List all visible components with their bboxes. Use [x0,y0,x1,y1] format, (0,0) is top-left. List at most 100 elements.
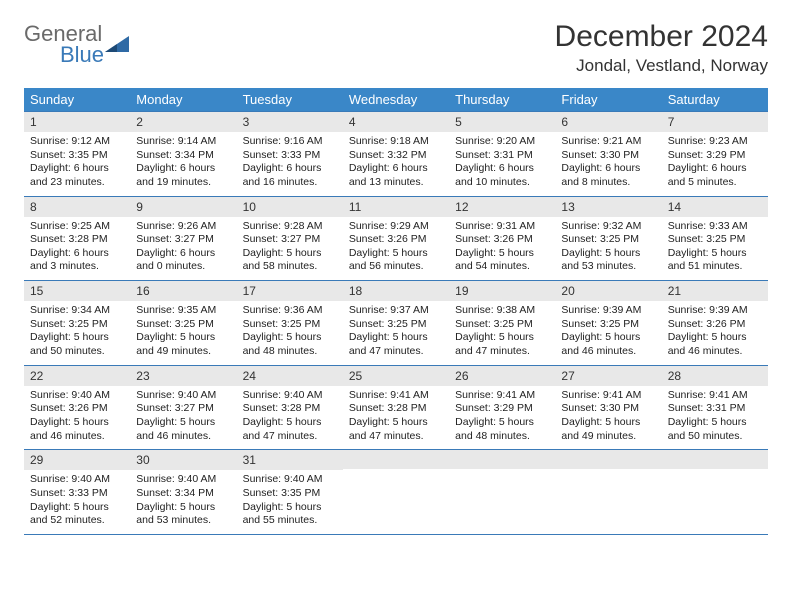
sunrise-line: Sunrise: 9:40 AM [136,389,230,403]
day-number: 30 [130,450,236,470]
day-number [449,450,555,469]
day-cell: 22Sunrise: 9:40 AMSunset: 3:26 PMDayligh… [24,366,130,450]
day-body: Sunrise: 9:37 AMSunset: 3:25 PMDaylight:… [343,301,449,365]
weekday-header-cell: Tuesday [237,88,343,111]
day-cell: 3Sunrise: 9:16 AMSunset: 3:33 PMDaylight… [237,112,343,196]
weekday-header-cell: Monday [130,88,236,111]
sunrise-line: Sunrise: 9:12 AM [30,135,124,149]
day-cell: 27Sunrise: 9:41 AMSunset: 3:30 PMDayligh… [555,366,661,450]
daylight-line: Daylight: 5 hours and 50 minutes. [30,331,124,358]
day-cell: 20Sunrise: 9:39 AMSunset: 3:25 PMDayligh… [555,281,661,365]
sunrise-line: Sunrise: 9:39 AM [668,304,762,318]
day-body: Sunrise: 9:16 AMSunset: 3:33 PMDaylight:… [237,132,343,196]
day-number: 25 [343,366,449,386]
sunset-line: Sunset: 3:31 PM [668,402,762,416]
daylight-line: Daylight: 5 hours and 53 minutes. [136,501,230,528]
day-cell: 26Sunrise: 9:41 AMSunset: 3:29 PMDayligh… [449,366,555,450]
day-number: 14 [662,197,768,217]
day-number: 20 [555,281,661,301]
sunrise-line: Sunrise: 9:34 AM [30,304,124,318]
logo: General Blue [24,20,131,66]
daylight-line: Daylight: 5 hours and 46 minutes. [668,331,762,358]
sunset-line: Sunset: 3:28 PM [243,402,337,416]
day-cell [449,450,555,534]
sunrise-line: Sunrise: 9:38 AM [455,304,549,318]
sunset-line: Sunset: 3:27 PM [136,233,230,247]
sunset-line: Sunset: 3:34 PM [136,487,230,501]
daylight-line: Daylight: 5 hours and 47 minutes. [349,331,443,358]
sunset-line: Sunset: 3:25 PM [349,318,443,332]
weekday-header-cell: Saturday [662,88,768,111]
sunrise-line: Sunrise: 9:41 AM [455,389,549,403]
day-body: Sunrise: 9:40 AMSunset: 3:33 PMDaylight:… [24,470,130,534]
sunset-line: Sunset: 3:29 PM [668,149,762,163]
day-body [555,469,661,533]
day-cell: 30Sunrise: 9:40 AMSunset: 3:34 PMDayligh… [130,450,236,534]
sunrise-line: Sunrise: 9:41 AM [561,389,655,403]
day-number: 16 [130,281,236,301]
week-row: 22Sunrise: 9:40 AMSunset: 3:26 PMDayligh… [24,366,768,451]
day-number: 9 [130,197,236,217]
daylight-line: Daylight: 5 hours and 56 minutes. [349,247,443,274]
day-cell: 12Sunrise: 9:31 AMSunset: 3:26 PMDayligh… [449,197,555,281]
day-cell: 29Sunrise: 9:40 AMSunset: 3:33 PMDayligh… [24,450,130,534]
day-number: 21 [662,281,768,301]
daylight-line: Daylight: 6 hours and 0 minutes. [136,247,230,274]
sunrise-line: Sunrise: 9:41 AM [668,389,762,403]
daylight-line: Daylight: 5 hours and 48 minutes. [243,331,337,358]
sunrise-line: Sunrise: 9:16 AM [243,135,337,149]
day-number: 28 [662,366,768,386]
weekday-header-cell: Wednesday [343,88,449,111]
sunset-line: Sunset: 3:25 PM [136,318,230,332]
daylight-line: Daylight: 5 hours and 58 minutes. [243,247,337,274]
day-body: Sunrise: 9:41 AMSunset: 3:31 PMDaylight:… [662,386,768,450]
day-cell: 15Sunrise: 9:34 AMSunset: 3:25 PMDayligh… [24,281,130,365]
daylight-line: Daylight: 6 hours and 23 minutes. [30,162,124,189]
calendar-page: General Blue December 2024 Jondal, Vestl… [0,0,792,555]
day-cell: 13Sunrise: 9:32 AMSunset: 3:25 PMDayligh… [555,197,661,281]
sunrise-line: Sunrise: 9:35 AM [136,304,230,318]
day-body: Sunrise: 9:41 AMSunset: 3:28 PMDaylight:… [343,386,449,450]
weekday-header-cell: Sunday [24,88,130,111]
sunrise-line: Sunrise: 9:29 AM [349,220,443,234]
day-cell: 14Sunrise: 9:33 AMSunset: 3:25 PMDayligh… [662,197,768,281]
sunrise-line: Sunrise: 9:40 AM [30,389,124,403]
day-number: 2 [130,112,236,132]
day-cell: 31Sunrise: 9:40 AMSunset: 3:35 PMDayligh… [237,450,343,534]
day-body [662,469,768,533]
daylight-line: Daylight: 6 hours and 5 minutes. [668,162,762,189]
daylight-line: Daylight: 5 hours and 52 minutes. [30,501,124,528]
logo-word-blue: Blue [24,45,104,66]
daylight-line: Daylight: 6 hours and 8 minutes. [561,162,655,189]
week-row: 1Sunrise: 9:12 AMSunset: 3:35 PMDaylight… [24,111,768,197]
title-block: December 2024 Jondal, Vestland, Norway [555,20,768,76]
day-cell: 11Sunrise: 9:29 AMSunset: 3:26 PMDayligh… [343,197,449,281]
sunset-line: Sunset: 3:25 PM [561,233,655,247]
day-cell: 21Sunrise: 9:39 AMSunset: 3:26 PMDayligh… [662,281,768,365]
day-number: 7 [662,112,768,132]
sunrise-line: Sunrise: 9:26 AM [136,220,230,234]
month-title: December 2024 [555,20,768,54]
sunset-line: Sunset: 3:35 PM [30,149,124,163]
day-body: Sunrise: 9:31 AMSunset: 3:26 PMDaylight:… [449,217,555,281]
sunset-line: Sunset: 3:28 PM [349,402,443,416]
day-cell: 25Sunrise: 9:41 AMSunset: 3:28 PMDayligh… [343,366,449,450]
day-cell: 5Sunrise: 9:20 AMSunset: 3:31 PMDaylight… [449,112,555,196]
day-body: Sunrise: 9:20 AMSunset: 3:31 PMDaylight:… [449,132,555,196]
daylight-line: Daylight: 5 hours and 55 minutes. [243,501,337,528]
sunset-line: Sunset: 3:31 PM [455,149,549,163]
sunset-line: Sunset: 3:25 PM [30,318,124,332]
sunset-line: Sunset: 3:26 PM [30,402,124,416]
logo-triangle-icon [105,32,131,59]
day-number: 24 [237,366,343,386]
day-cell: 4Sunrise: 9:18 AMSunset: 3:32 PMDaylight… [343,112,449,196]
day-cell: 28Sunrise: 9:41 AMSunset: 3:31 PMDayligh… [662,366,768,450]
day-cell: 24Sunrise: 9:40 AMSunset: 3:28 PMDayligh… [237,366,343,450]
sunrise-line: Sunrise: 9:37 AM [349,304,443,318]
day-number: 19 [449,281,555,301]
sunset-line: Sunset: 3:32 PM [349,149,443,163]
daylight-line: Daylight: 5 hours and 46 minutes. [30,416,124,443]
sunrise-line: Sunrise: 9:33 AM [668,220,762,234]
sunrise-line: Sunrise: 9:31 AM [455,220,549,234]
day-body: Sunrise: 9:40 AMSunset: 3:35 PMDaylight:… [237,470,343,534]
